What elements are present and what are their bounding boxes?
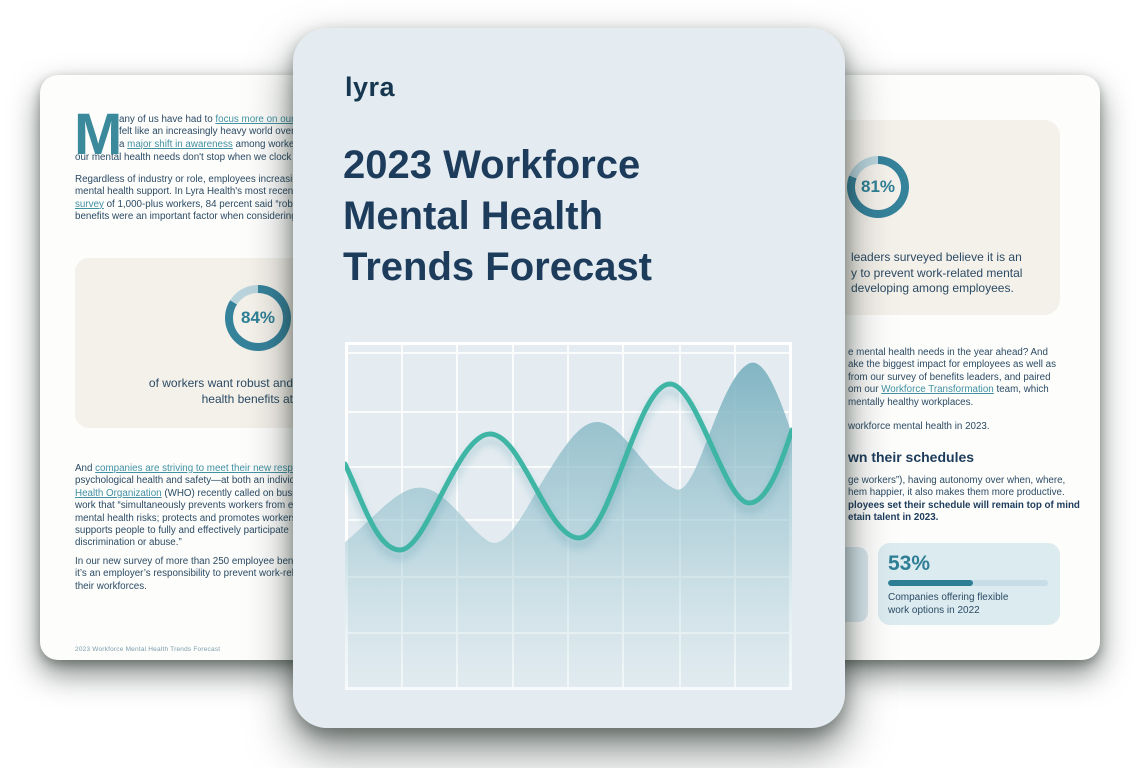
stat-caption-81: leaders surveyed believe it is an y to pr… (851, 250, 1022, 297)
text-line: a major shift in awareness among worker (119, 138, 298, 150)
text-line: workforce mental health in 2023. (848, 421, 990, 432)
text-line: Regardless of industry or role, employee… (75, 174, 298, 185)
progress-bar-track (888, 580, 1048, 586)
progress-bar-fill (888, 580, 973, 586)
text-line: mental health risks; protects and promot… (75, 512, 297, 524)
right-paragraph-2: ge workers”), having autonomy over when,… (848, 475, 1080, 525)
stat-card-53: 53% Companies offering flexible work opti… (878, 543, 1060, 625)
text-line: work options in 2022 (888, 605, 980, 616)
wave-shadow (345, 387, 792, 561)
left-paragraph-intro: M any of us have had to focus more on ou… (74, 102, 298, 167)
text-line: ake the biggest impact for employees as … (848, 359, 1057, 371)
text-line: any of us have had to focus more on our (119, 114, 295, 125)
area-series (345, 362, 792, 690)
donut-chart-84: 84% (225, 285, 291, 351)
text-link[interactable]: Workforce Transformation (881, 384, 994, 396)
text-line: hem happier, it also makes them more pro… (848, 487, 1065, 499)
lyra-logo: lyra (345, 72, 396, 102)
text-link[interactable]: survey (75, 198, 104, 210)
text-line: from our survey of benefits leaders, and… (848, 371, 1051, 383)
wave-line (345, 381, 792, 553)
text-line: mental health support. In Lyra Health's … (75, 186, 296, 198)
stat-caption-53: Companies offering flexible work options … (888, 591, 1008, 617)
text-line: it’s an employer’s responsibility to pre… (75, 568, 294, 580)
text-line: psychological health and safety—at both … (75, 475, 296, 487)
text-line: survey of 1,000-plus workers, 84 percent… (75, 198, 299, 210)
text-line: mentally healthy workplaces. (848, 396, 974, 408)
right-paragraph-1: e mental health needs in the year ahead?… (848, 347, 1056, 409)
text-link[interactable]: focus more on our (215, 114, 295, 125)
text-line: supports people to fully and effectively… (75, 525, 289, 537)
text-line: Trends Forecast (343, 245, 653, 289)
text-line: y to prevent work-related mental (851, 265, 1023, 280)
text-line: of workers want robust and (148, 376, 293, 390)
text-link[interactable]: Health Organization (75, 487, 162, 499)
left-paragraph-2: Regardless of industry or role, employee… (75, 174, 298, 224)
text-line: In our new survey of more than 250 emplo… (75, 556, 299, 567)
cover-card: lyra 2023 Workforce Mental Health Trends F… (293, 28, 845, 728)
dropcap-m: M (74, 102, 123, 167)
text-line: etain talent in 2023. (848, 512, 939, 524)
text-line: 2023 Workforce (343, 143, 641, 187)
text-line: developing among employees. (851, 281, 1014, 295)
right-paragraph-solo: workforce mental health in 2023. (848, 421, 990, 433)
text-line: e mental health needs in the year ahead?… (848, 347, 1048, 358)
section-heading: wn their schedules (848, 449, 975, 465)
left-paragraph-4: In our new survey of more than 250 emplo… (75, 556, 299, 593)
text-line: leaders surveyed believe it is an (851, 250, 1022, 264)
text-line: health benefits at (201, 391, 293, 406)
text-line: discrimination or abuse.” (75, 537, 182, 549)
text-line: Mental Health (343, 194, 604, 238)
page-footer: 2023 Workforce Mental Health Trends Fore… (75, 646, 221, 653)
stat-caption-84: of workers want robust and health benefit… (75, 376, 293, 407)
donut-hole (233, 293, 283, 343)
stat-value-84: 84% (240, 308, 276, 327)
text-line: ge workers”), having autonomy over when,… (848, 475, 1066, 486)
text-line: Companies offering flexible (888, 592, 1009, 603)
text-line: And companies are striving to meet their… (75, 463, 299, 474)
donut-hole (855, 164, 901, 210)
stat-value-53: 53% (888, 552, 931, 575)
donut-chart-81: 81% (847, 156, 909, 218)
stat-value-81: 81% (860, 177, 896, 196)
text-line: ployees set their schedule will remain t… (848, 499, 1080, 511)
text-line: benefits were an important factor when c… (75, 211, 297, 223)
text-link[interactable]: companies are striving to meet their new… (95, 463, 299, 474)
text-line: om our Workforce Transformation team, wh… (848, 384, 1049, 396)
decorative-wave-chart (345, 342, 792, 690)
text-line: work that “simultaneously prevents worke… (75, 500, 294, 512)
text-line: their workforces. (75, 580, 147, 592)
text-line: our mental health needs don't stop when … (75, 152, 297, 164)
text-line: felt like an increasingly heavy world ov… (119, 126, 295, 138)
text-line: Health Organization (WHO) recently calle… (75, 487, 300, 499)
left-paragraph-3: And companies are striving to meet their… (75, 463, 300, 550)
text-link[interactable]: major shift in awareness (127, 138, 233, 150)
cover-title: 2023 Workforce Mental Health Trends Foreca… (343, 140, 652, 293)
